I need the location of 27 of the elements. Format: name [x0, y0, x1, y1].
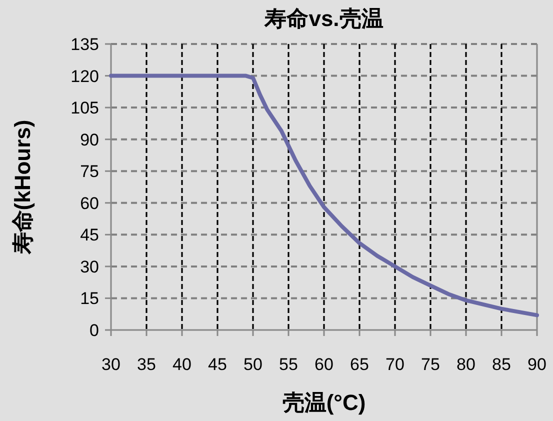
y-tick-label: 30 [80, 257, 99, 276]
x-axis-title: 壳温(°C) [282, 390, 366, 415]
y-tick-label: 90 [80, 130, 99, 150]
x-tick-label: 65 [350, 355, 369, 374]
y-axis-title: 寿命(kHours) [10, 120, 35, 256]
chart-title: 寿命vs.壳温 [264, 6, 384, 31]
x-tick-label: 50 [244, 355, 262, 374]
y-tick-label: 135 [70, 35, 99, 54]
y-tick-label: 105 [70, 98, 99, 118]
x-tick-label: 30 [102, 355, 120, 374]
y-tick-label: 60 [80, 194, 99, 213]
y-tick-label: 120 [70, 66, 99, 86]
y-tick-label: 75 [80, 162, 99, 182]
x-tick-label: 60 [314, 355, 334, 374]
x-tick-label: 90 [528, 355, 546, 374]
x-tick-label: 80 [456, 355, 476, 374]
x-tick-label: 35 [137, 355, 156, 374]
line-series [109, 74, 539, 318]
x-tick-label: 75 [421, 355, 440, 374]
x-tick-label: 85 [492, 355, 511, 374]
x-tick-label: 45 [208, 355, 227, 374]
x-tick-label: 55 [279, 355, 298, 374]
y-tick-label: 15 [80, 289, 99, 308]
y-tick-label: 0 [90, 321, 99, 340]
x-tick-label: 40 [172, 355, 192, 374]
y-tick-label: 45 [80, 226, 99, 245]
x-tick-label: 70 [386, 355, 404, 374]
